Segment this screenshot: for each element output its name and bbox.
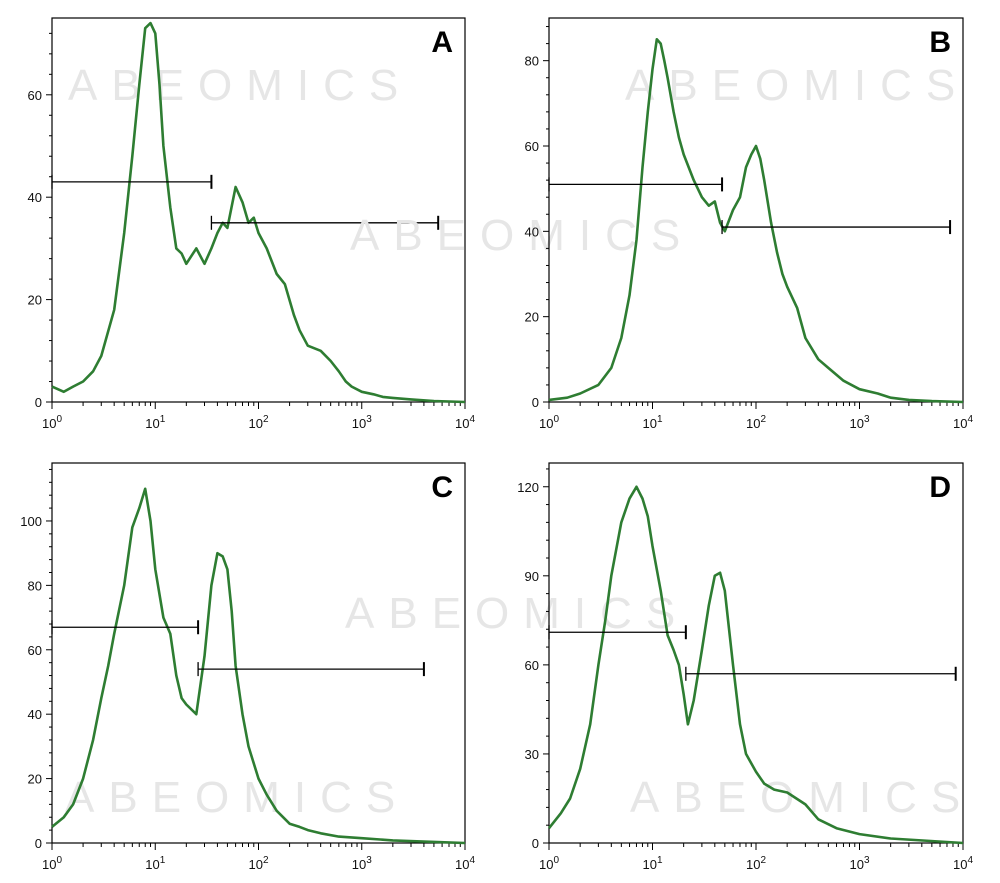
x-tick-label: 100 [539, 855, 559, 872]
panel-label: A [431, 26, 453, 59]
watermark-text: ABEOMICS [630, 773, 974, 822]
x-tick-label: 101 [145, 414, 165, 431]
gate-marker-2 [210, 215, 440, 230]
histogram-curve [547, 485, 964, 845]
y-tick-label: 0 [35, 836, 42, 851]
watermark-text: ABEOMICS [350, 211, 694, 260]
x-tick-label: 103 [850, 855, 870, 872]
panel-a: ABEOMICS 100 101 102 103 104 0 20 40 60 A [28, 17, 475, 431]
gate-marker-1 [51, 174, 213, 189]
x-tick-label: 102 [249, 414, 269, 431]
y-tick-label: 90 [525, 569, 539, 584]
y-tick-label: 60 [525, 139, 539, 154]
x-tick-label: 104 [455, 855, 475, 872]
y-tick-label: 120 [517, 480, 539, 495]
x-tick-label: 103 [352, 855, 372, 872]
y-tick-label: 80 [28, 578, 42, 593]
y-tick-label: 20 [525, 310, 539, 325]
y-tick-label: 60 [525, 658, 539, 673]
y-tick-label: 20 [28, 293, 42, 308]
x-tick-label: 102 [746, 414, 766, 431]
panel-d: ABEOMICS 100 101 102 103 104 0 30 60 90 120 D [517, 462, 974, 872]
gate-marker-1 [548, 177, 724, 192]
watermark-text: ABEOMICS [68, 61, 412, 110]
x-tick-label: 104 [953, 414, 973, 431]
gate-marker-1 [548, 625, 687, 640]
x-tick-label: 100 [42, 855, 62, 872]
x-tick-label: 101 [643, 414, 663, 431]
y-tick-label: 40 [28, 190, 42, 205]
x-tick-label: 100 [42, 414, 62, 431]
watermark-text: ABEOMICS [65, 773, 409, 822]
watermark-text: ABEOMICS [345, 589, 689, 638]
x-tick-label: 101 [643, 855, 663, 872]
gate-marker-2 [721, 220, 952, 235]
x-tick-label: 104 [455, 414, 475, 431]
panel-c: ABEOMICS ABEOMICS 100 101 102 103 104 0 20 40 60 80… [20, 462, 689, 872]
y-tick-label: 0 [532, 836, 539, 851]
panel-b: ABEOMICS ABEOMICS 100 101 102 103 104 0 20 40 60 80… [350, 17, 973, 431]
gate-marker-2 [197, 662, 425, 677]
y-tick-label: 40 [525, 224, 539, 239]
y-tick-label: 80 [525, 54, 539, 69]
panel-label: B [929, 26, 951, 59]
y-tick-label: 20 [28, 772, 42, 787]
gate-marker-2 [685, 666, 957, 681]
y-tick-label: 60 [28, 88, 42, 103]
y-tick-label: 40 [28, 707, 42, 722]
gate-marker-1 [51, 620, 200, 635]
y-tick-label: 0 [35, 395, 42, 410]
histogram-curve [51, 487, 466, 845]
panel-label: D [929, 471, 951, 504]
y-tick-label: 60 [28, 643, 42, 658]
x-tick-label: 103 [352, 414, 372, 431]
y-tick-label: 0 [532, 395, 539, 410]
x-tick-label: 102 [746, 855, 766, 872]
x-tick-label: 101 [145, 855, 165, 872]
y-tick-label: 30 [525, 747, 539, 762]
watermark-text: ABEOMICS [625, 61, 969, 110]
x-tick-label: 102 [249, 855, 269, 872]
y-tick-label: 100 [20, 514, 42, 529]
x-tick-label: 100 [539, 414, 559, 431]
x-tick-label: 103 [850, 414, 870, 431]
panel-label: C [431, 471, 453, 504]
histogram-curve [51, 21, 466, 404]
x-tick-label: 104 [953, 855, 973, 872]
